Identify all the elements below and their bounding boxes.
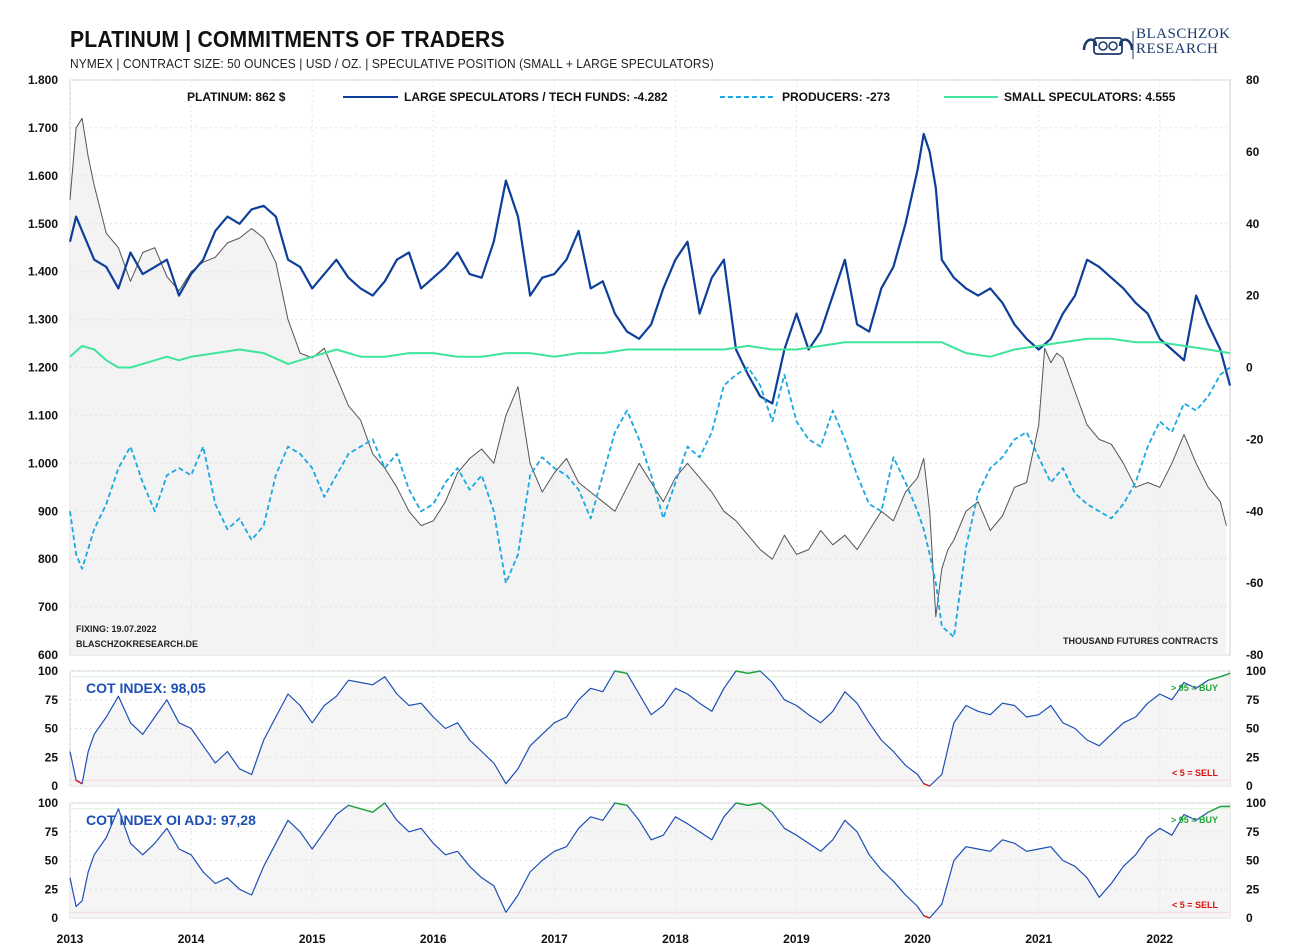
cot-index-oi-left-tick: 100 (38, 796, 58, 810)
x-year-label: 2014 (178, 932, 205, 946)
cot-index-left-tick: 75 (45, 693, 59, 707)
logo-line-1: BLASCHZOK (1136, 26, 1231, 42)
cot-index-oi-line (69, 802, 1230, 919)
cot-index-sell-label: < 5 = SELL (1172, 768, 1219, 778)
right-tick-label: -20 (1246, 432, 1264, 446)
left-tick-label: 1.800 (28, 73, 58, 87)
cot-index-zone-segment (1220, 672, 1231, 678)
cot-index-label: COT INDEX: 98,05 (86, 680, 206, 696)
cot-index-panel: 0 0 25 25 50 50 75 75 100 100 COT INDEX: 98,05 > 95… (38, 664, 1266, 793)
cot-index-right-tick: 50 (1246, 722, 1260, 736)
right-tick-label: -60 (1246, 576, 1264, 590)
cot-index-right-tick: 75 (1246, 693, 1260, 707)
cot-index-oi-right-tick: 25 (1246, 882, 1260, 896)
cot-index-oi-left-tick: 50 (45, 854, 59, 868)
cot-index-oi-right-tick: 75 (1246, 825, 1260, 839)
x-year-label: 2016 (420, 932, 447, 946)
cot-index-oi-right-tick: 0 (1246, 911, 1253, 925)
legend-producers: PRODUCERS: -273 (782, 90, 890, 104)
left-tick-label: 1.200 (28, 361, 58, 375)
cot-index-oi-left-tick: 75 (45, 825, 59, 839)
cot-index-buy-label: > 95 = BUY (1171, 683, 1218, 693)
cot-index-zone-segment (735, 670, 749, 674)
right-tick-label: 20 (1246, 289, 1260, 303)
x-year-label: 2022 (1146, 932, 1173, 946)
page-title: PLATINUM | COMMITMENTS OF TRADERS (70, 26, 505, 52)
cot-index-left-tick: 25 (45, 750, 59, 764)
cot-index-zone-segment (923, 783, 930, 787)
cot-index-oi-zone-segment (614, 802, 628, 806)
cot-index-right-tick: 0 (1246, 779, 1253, 793)
left-tick-label: 900 (38, 504, 58, 518)
page-subtitle: NYMEX | CONTRACT SIZE: 50 OUNCES | USD /… (70, 56, 714, 71)
cot-index-oi-right-tick: 100 (1246, 796, 1266, 810)
cot-index-oi-zone-segment (360, 808, 373, 813)
site-annotation: BLASCHZOKRESEARCH.DE (76, 639, 198, 649)
left-tick-label: 800 (38, 552, 58, 566)
x-year-label: 2015 (299, 932, 326, 946)
left-tick-label: 700 (38, 600, 58, 614)
x-year-label: 2013 (57, 932, 84, 946)
right-tick-label: -80 (1246, 648, 1264, 662)
right-tick-label: -40 (1246, 504, 1264, 518)
left-tick-label: 1.400 (28, 265, 58, 279)
legend-large: LARGE SPECULATORS / TECH FUNDS: -4.282 (404, 90, 668, 104)
cot-index-oi-zone-segment (1207, 805, 1221, 813)
cot-index-left-tick: 50 (45, 722, 59, 736)
platinum-price-line (69, 117, 1227, 618)
cot-index-line (69, 670, 1231, 787)
x-year-label: 2020 (904, 932, 931, 946)
cot-index-oi-zone-segment (747, 802, 761, 806)
left-tick-label: 1.500 (28, 217, 58, 231)
cot-index-oi-panel: 0 0 25 25 50 50 75 75 100 100 COT INDEX OI ADJ: 97… (38, 796, 1266, 925)
fixing-annotation: FIXING: 19.07.2022 (76, 624, 157, 634)
producers-line (69, 366, 1231, 638)
left-tick-label: 1.700 (28, 121, 58, 135)
blaschzok-logo-icon (1082, 31, 1134, 59)
price-area-fill (70, 118, 1227, 656)
cot-index-oi-label: COT INDEX OI ADJ: 97,28 (86, 812, 256, 828)
cot-index-oi-right-tick: 50 (1246, 854, 1260, 868)
cot-index-oi-sell-label: < 5 = SELL (1172, 900, 1219, 910)
x-year-label: 2021 (1025, 932, 1052, 946)
cot-index-left-tick: 0 (51, 779, 58, 793)
left-tick-label: 1.100 (28, 408, 58, 422)
x-year-label: 2017 (541, 932, 568, 946)
cot-index-right-tick: 100 (1246, 664, 1266, 678)
x-axis: 2013 2014 2015 2016 2017 2018 2019 2020 2021 2022 (57, 932, 1174, 946)
cot-index-zone-segment (614, 670, 628, 674)
left-tick-label: 1.600 (28, 169, 58, 183)
logo-text: BLASCHZOK RESEARCH (1136, 27, 1231, 57)
legend-price: PLATINUM: 862 $ (187, 90, 286, 104)
right-tick-label: 60 (1246, 145, 1260, 159)
left-tick-label: 600 (38, 648, 58, 662)
small-speculators-line (69, 337, 1231, 369)
cot-index-oi-buy-label: > 95 = BUY (1171, 815, 1218, 825)
left-tick-label: 1.300 (28, 313, 58, 327)
x-year-label: 2018 (662, 932, 689, 946)
cot-index-oi-zone-segment (759, 802, 773, 813)
cot-index-oi-left-tick: 0 (51, 911, 58, 925)
cot-index-zone-segment (1208, 676, 1221, 681)
cot-index-left-tick: 100 (38, 664, 58, 678)
right-tick-label: 80 (1246, 73, 1260, 87)
legend-small: SMALL SPECULATORS: 4.555 (1004, 90, 1176, 104)
x-year-label: 2019 (783, 932, 810, 946)
cot-index-zone-segment (747, 670, 761, 674)
logo-line-2: RESEARCH (1136, 41, 1219, 57)
cot-index-oi-zone-segment (923, 915, 930, 919)
cot-index-oi-zone-segment (372, 802, 386, 813)
cot-index-right-tick: 25 (1246, 750, 1260, 764)
cot-index-oi-zone-segment (735, 802, 749, 806)
main-panel: 6007008009001.0001.1001.2001.3001.4001.5… (28, 73, 1264, 662)
cot-index-oi-left-tick: 25 (45, 882, 59, 896)
large-speculators-line (68, 132, 1232, 405)
right-tick-label: 0 (1246, 361, 1253, 375)
cot-index-zone-segment (75, 779, 83, 785)
right-tick-label: 40 (1246, 217, 1260, 231)
left-tick-label: 1.000 (28, 456, 58, 470)
cot-index-oi-zone-segment (348, 804, 361, 810)
units-annotation: THOUSAND FUTURES CONTRACTS (1063, 636, 1218, 646)
